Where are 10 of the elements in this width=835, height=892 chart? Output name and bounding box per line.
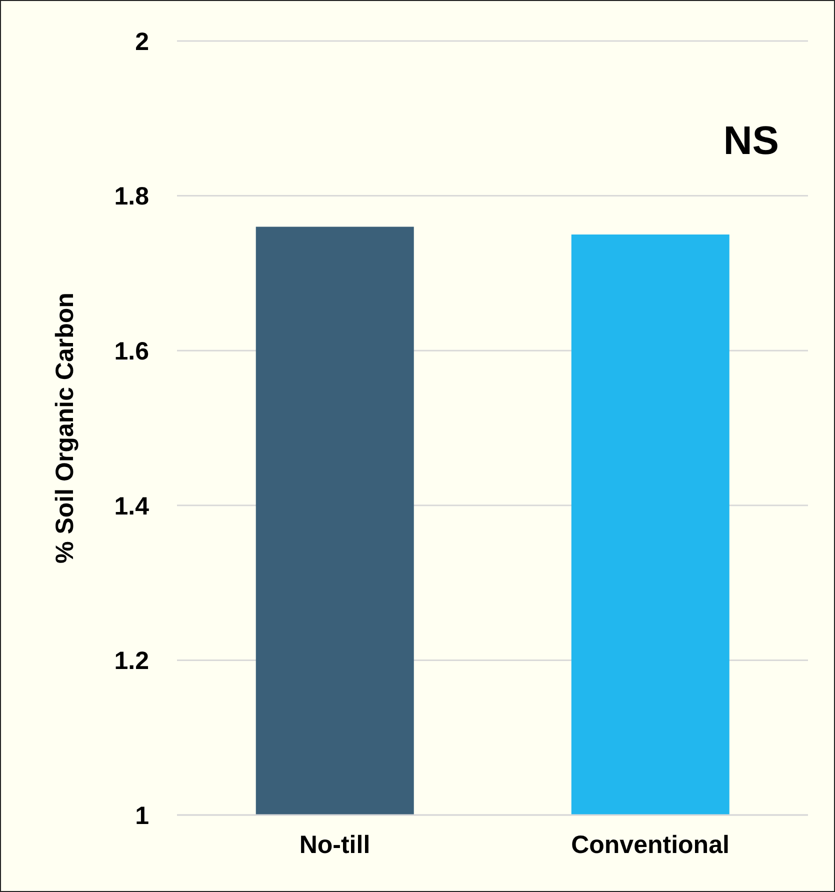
y-tick-label: 1.4 xyxy=(114,492,150,520)
y-tick-label: 1 xyxy=(135,802,150,830)
y-tick-label: 1.8 xyxy=(114,182,150,211)
y-tick-label: 1.6 xyxy=(114,337,149,366)
x-tick-label: No-till xyxy=(299,830,370,859)
y-tick-label: 1.2 xyxy=(114,647,149,676)
annotation: NS xyxy=(723,119,779,164)
y-tick-label: 2 xyxy=(135,28,149,56)
y-axis-title: % Soil Organic Carbon xyxy=(50,292,79,564)
x-tick-label: Conventional xyxy=(571,830,730,859)
